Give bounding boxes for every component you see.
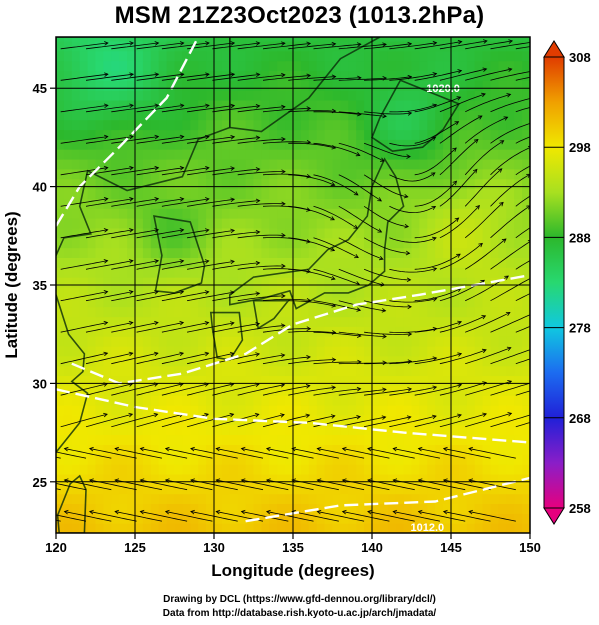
x-tick-label: 130: [203, 540, 225, 555]
y-tick-label: 30: [33, 376, 47, 391]
y-axis-label: Latitude (degrees): [2, 211, 21, 358]
grid-lines: [56, 37, 530, 533]
colorbar-tick-label: 288: [569, 230, 591, 245]
x-tick-label: 140: [361, 540, 383, 555]
y-tick-label: 45: [33, 81, 47, 96]
colorbar-tick-label: 258: [569, 501, 591, 516]
x-axis-label: Longitude (degrees): [211, 561, 374, 580]
colorbar-tick-label: 268: [569, 411, 591, 426]
x-tick-label: 145: [440, 540, 462, 555]
chart-title: MSM 21Z23Oct2023 (1013.2hPa): [114, 2, 485, 29]
x-tick-label: 120: [45, 540, 67, 555]
colorbar-tick-label: 298: [569, 140, 591, 155]
x-tick-label: 125: [124, 540, 146, 555]
y-tick-label: 25: [33, 475, 47, 490]
colorbar-tick-label: 308: [569, 50, 591, 65]
y-axis: 25 30 35 40 45: [33, 81, 56, 490]
footer-credit: Drawing by DCL (https://www.gfd-dennou.o…: [163, 594, 436, 605]
y-tick-label: 40: [33, 180, 47, 195]
x-tick-label: 135: [282, 540, 304, 555]
land-coastlines: [56, 37, 461, 533]
y-tick-label: 35: [33, 278, 47, 293]
x-tick-label: 150: [519, 540, 541, 555]
footer-source: Data from http://database.rish.kyoto-u.a…: [162, 608, 437, 619]
contour-label: 1020.0: [426, 83, 460, 95]
colorbar-tick-label: 278: [569, 321, 591, 336]
colorbar: 258 268 278 288 298 308: [543, 40, 591, 525]
contour-label: 1012.0: [410, 522, 444, 534]
wind-streamlines: [56, 39, 530, 522]
x-axis: 120 125 130 135 140 145 150: [45, 533, 541, 555]
